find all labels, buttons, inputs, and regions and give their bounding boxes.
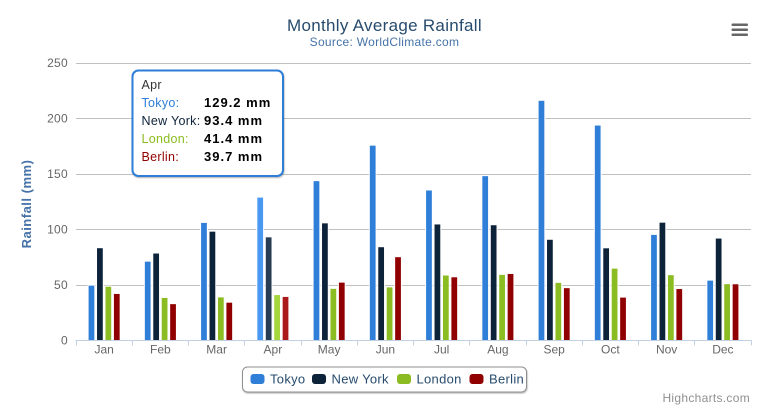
svg-text:Jul: Jul	[434, 343, 449, 357]
svg-text:41.4 mm: 41.4 mm	[204, 131, 263, 146]
svg-text:New York: New York	[332, 372, 390, 387]
svg-text:Source: WorldClimate.com: Source: WorldClimate.com	[310, 35, 460, 49]
svg-text:250: 250	[47, 56, 68, 70]
svg-text:New York:: New York:	[142, 114, 201, 128]
svg-text:Dec: Dec	[712, 343, 733, 357]
svg-text:39.7 mm: 39.7 mm	[204, 149, 263, 164]
svg-text:100: 100	[47, 223, 68, 237]
svg-text:50: 50	[54, 278, 68, 292]
svg-text:129.2 mm: 129.2 mm	[204, 95, 271, 110]
svg-text:Jan: Jan	[94, 343, 113, 357]
svg-text:Highcharts.com: Highcharts.com	[662, 391, 750, 405]
svg-text:Berlin: Berlin	[489, 372, 524, 387]
svg-text:Mar: Mar	[206, 343, 227, 357]
svg-text:Oct: Oct	[601, 343, 620, 357]
svg-text:Tokyo:: Tokyo:	[142, 96, 180, 110]
svg-text:93.4 mm: 93.4 mm	[204, 113, 263, 128]
svg-text:0: 0	[61, 334, 68, 348]
svg-text:Feb: Feb	[150, 343, 171, 357]
svg-text:Aug: Aug	[487, 343, 508, 357]
svg-text:Apr: Apr	[142, 78, 162, 92]
svg-text:Monthly Average Rainfall: Monthly Average Rainfall	[287, 16, 482, 35]
svg-text:Berlin:: Berlin:	[142, 150, 180, 164]
svg-text:200: 200	[47, 112, 68, 126]
svg-text:May: May	[318, 343, 341, 357]
svg-text:Nov: Nov	[656, 343, 677, 357]
svg-text:Rainfall (mm): Rainfall (mm)	[19, 160, 34, 249]
svg-text:Apr: Apr	[264, 343, 283, 357]
svg-text:Sep: Sep	[543, 343, 565, 357]
svg-text:Tokyo: Tokyo	[270, 372, 305, 387]
svg-text:150: 150	[47, 167, 68, 181]
svg-text:Jun: Jun	[376, 343, 395, 357]
svg-text:London: London	[417, 372, 462, 387]
svg-text:London:: London:	[142, 132, 189, 146]
